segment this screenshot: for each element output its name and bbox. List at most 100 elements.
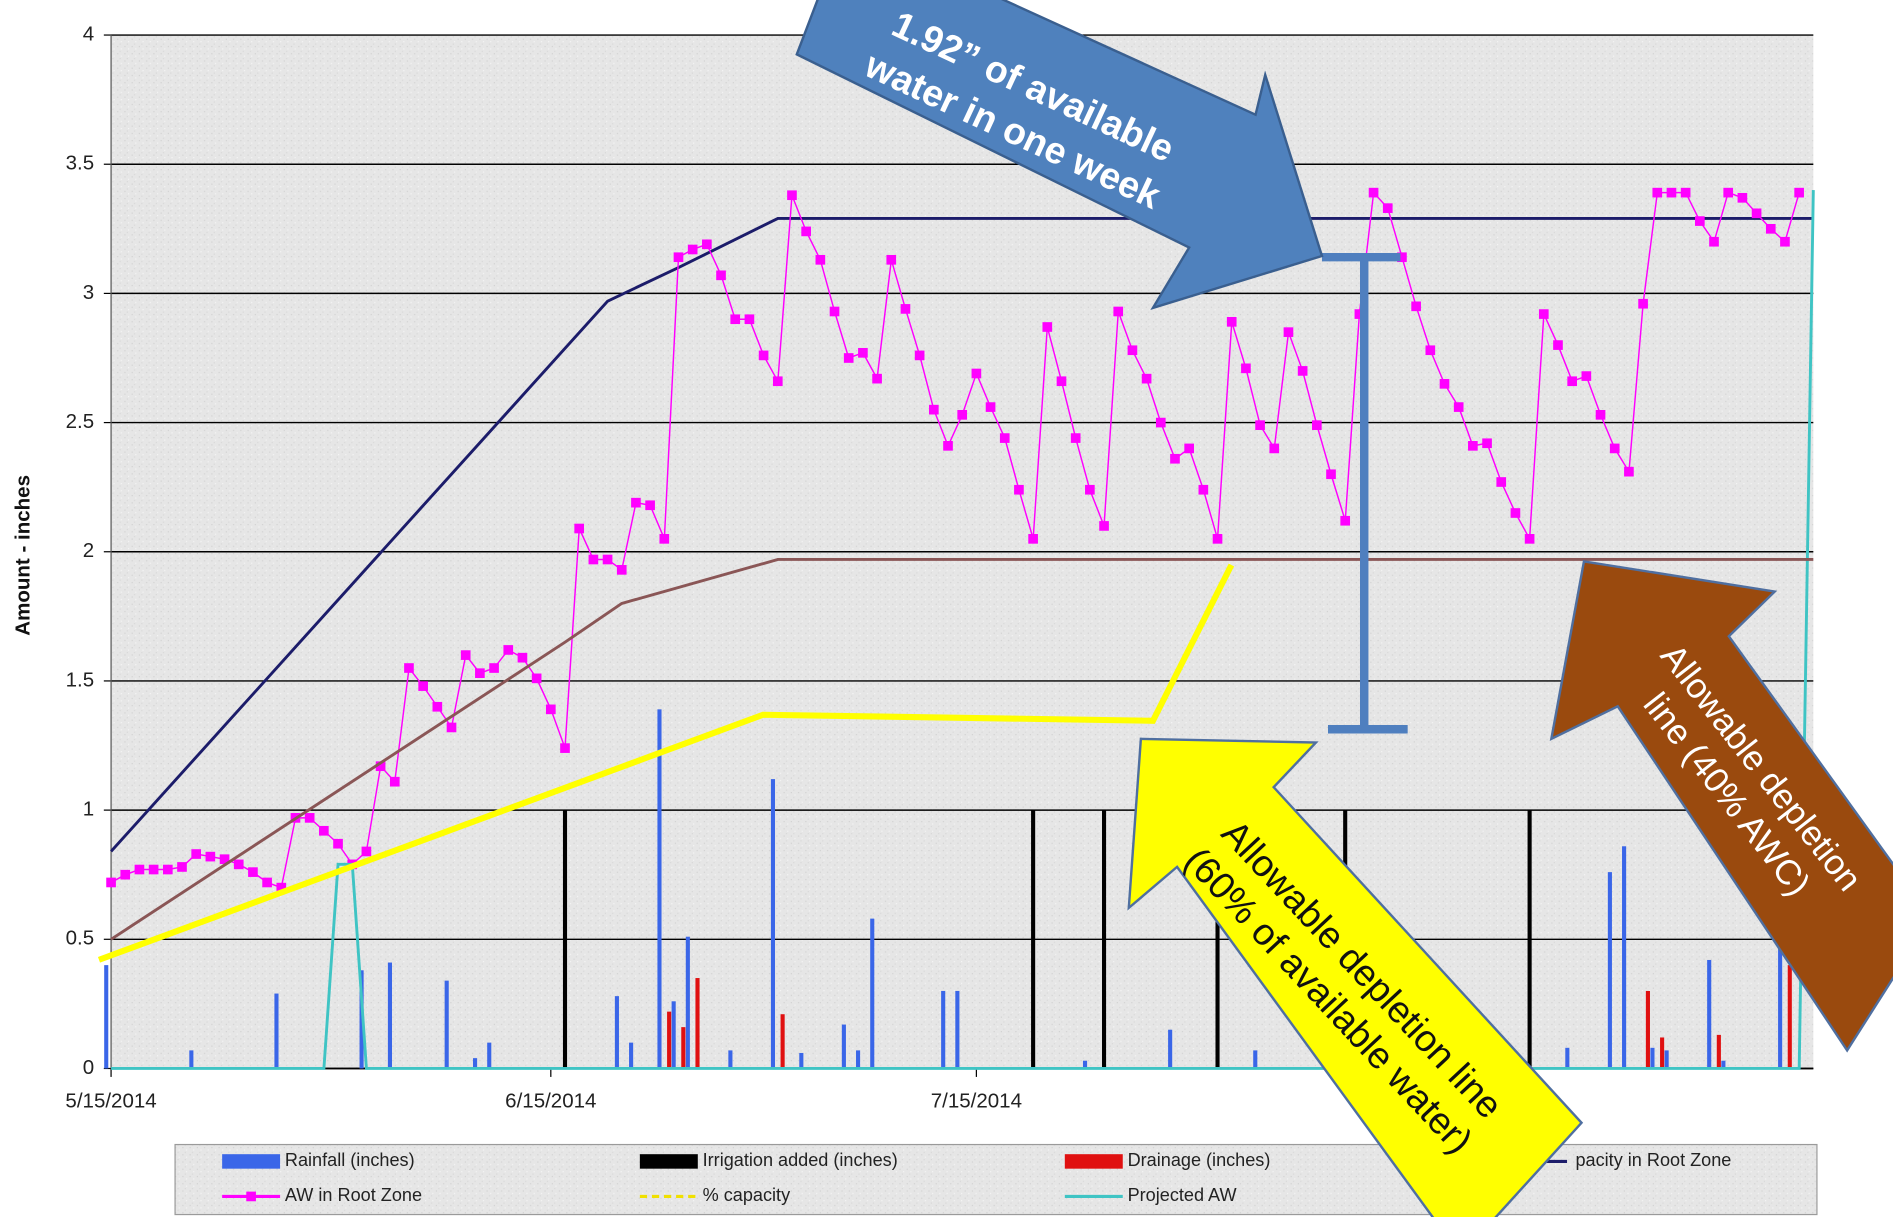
line-marker [1127,345,1138,356]
line-marker [389,776,400,787]
line-marker [588,554,599,565]
bar [629,1042,634,1069]
line-marker [985,402,996,412]
bar [1716,1034,1721,1069]
y-tick-label: 2 [83,539,94,562]
line-marker [205,851,216,862]
bar [681,1027,686,1069]
line-marker [375,761,386,772]
bar [614,996,619,1069]
line-marker [1751,208,1762,219]
line-marker [1638,298,1648,309]
line-marker [1737,192,1748,203]
bar [1721,1060,1726,1069]
bar [387,962,393,1069]
highlight-line [97,563,1235,963]
line-marker [1368,187,1379,198]
line-marker [716,270,726,281]
bar [1660,1037,1665,1069]
bar [562,810,568,1069]
line-marker [489,663,499,673]
bar [1253,1050,1258,1069]
line-marker [631,497,641,508]
bar [487,1042,492,1069]
bar [1645,990,1650,1069]
line-marker [787,190,797,201]
line-marker [432,701,443,712]
bar [1650,1047,1655,1069]
line-marker [262,877,272,888]
line-marker [1014,484,1024,495]
line-marker [744,314,755,325]
bar [657,709,662,1069]
bar [1101,810,1107,1069]
line-marker [531,673,542,684]
line-marker [645,500,655,511]
line-marker [233,859,244,870]
line-marker [1269,443,1280,454]
x-tick-label: 5/15/2014 [65,1090,156,1113]
series-line [110,558,1814,941]
line-marker [333,838,343,849]
line-marker [560,743,570,753]
line-marker [943,441,953,451]
bar [1622,846,1627,1069]
line-marker [843,353,854,363]
x-tick-label: 6/15/2014 [505,1090,596,1113]
bar [1778,926,1783,1069]
line-marker [1085,484,1095,495]
legend-label: Rainfall (inches) [285,1150,415,1170]
bar [685,936,690,1069]
line-marker [574,523,585,534]
line-marker [1581,371,1592,381]
line-marker [1709,236,1719,247]
bar [1565,1047,1570,1069]
legend-label: Drainage (inches) [1128,1150,1271,1170]
line-marker [191,849,202,859]
bar [1707,959,1712,1069]
bar [444,980,449,1069]
line-marker [1070,433,1081,443]
y-tick-label: 3.5 [66,152,95,175]
line-marker [148,864,159,875]
line-marker [1411,301,1421,312]
bar [1607,872,1612,1069]
bar [841,1024,846,1069]
y-tick-label: 1.5 [66,668,95,691]
line-marker [1226,316,1237,327]
line-marker [1354,309,1365,319]
y-tick-label: 1 [83,798,94,821]
line-marker [829,306,840,317]
bar [1527,810,1532,1069]
bar [1787,965,1792,1069]
range-bracket [1321,252,1408,734]
line-marker [1652,187,1663,198]
line-marker [1496,477,1507,487]
line-marker [801,226,811,237]
line-marker [1283,327,1294,337]
line-marker [1595,410,1606,420]
callout-arrow [1549,560,1893,1053]
line-marker [858,347,868,358]
bar [189,1050,194,1069]
line-marker [886,254,897,265]
line-marker [219,854,230,865]
line-marker [276,882,287,893]
line-marker [1042,322,1053,332]
bar [955,990,960,1069]
legend-label: Irrigation added (inches) [703,1150,898,1170]
y-axis-label: Amount - inches [12,475,35,636]
line-marker [1340,515,1351,526]
line-marker [1056,376,1067,387]
line-marker [1680,187,1691,198]
line-marker [1510,508,1521,518]
line-marker [475,668,485,679]
line-marker [1170,453,1180,464]
line-marker [673,252,684,263]
x-tick-label: 7/15/2014 [931,1090,1022,1113]
legend-label: pacity in Root Zone [1575,1150,1731,1170]
line-marker [772,376,783,387]
bar [799,1052,804,1069]
line-marker [659,534,670,544]
legend-swatch [639,1154,698,1169]
